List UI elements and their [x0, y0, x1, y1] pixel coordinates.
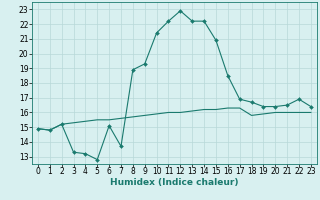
X-axis label: Humidex (Indice chaleur): Humidex (Indice chaleur): [110, 178, 239, 187]
